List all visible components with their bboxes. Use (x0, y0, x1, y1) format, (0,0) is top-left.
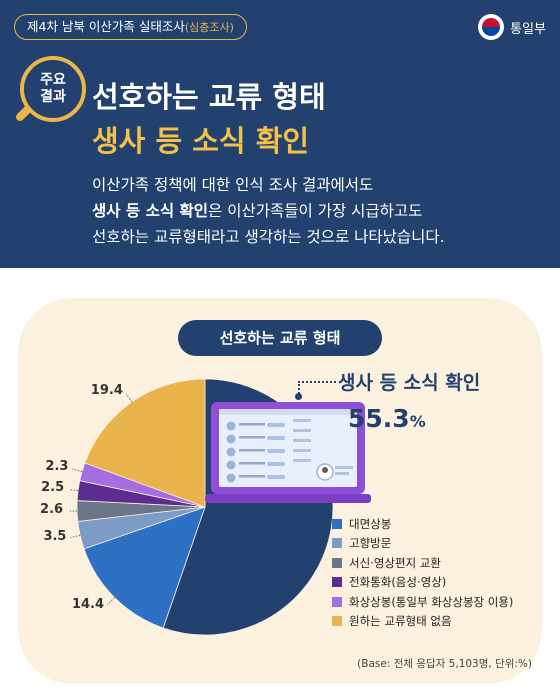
chat-list (226, 421, 285, 483)
legend-item: 전화통화(음성·영상) (332, 573, 513, 593)
survey-title: 제4차 남북 이산가족 실태조사 (27, 19, 185, 34)
pie-value-label: 19.4 (90, 383, 123, 399)
taegeuk-logo-icon (478, 14, 505, 40)
chart-title: 선호하는 교류 형태 (178, 320, 382, 356)
highlight-connector (298, 381, 336, 397)
highlight-value-wrap: 55.3% (348, 404, 426, 433)
legend-label: 전화통화(음성·영상) (349, 575, 447, 590)
description-line-3: 선호하는 교류형태라고 생각하는 것으로 나타났습니다. (92, 228, 445, 246)
ministry-brand: 통일부 (478, 14, 546, 40)
highlight-label: 생사 등 소식 확인 (338, 372, 481, 394)
pie-leader-line (107, 597, 115, 605)
brand-name: 통일부 (510, 21, 546, 37)
legend-swatch (332, 616, 342, 627)
legend-item: 원하는 교류형태 없음 (332, 612, 513, 632)
description: 이산가족 정책에 대한 인식 조사 결과에서도 생사 등 소식 확인은 이산가족… (92, 172, 552, 250)
description-line-1: 이산가족 정책에 대한 인식 조사 결과에서도 (92, 176, 374, 194)
pie-leader-line (70, 489, 79, 492)
legend-swatch (332, 518, 342, 529)
survey-subtitle: (심층조사) (184, 21, 234, 34)
video-call-avatar-icon (316, 463, 353, 481)
page-subtitle: 생사 등 소식 확인 (92, 124, 310, 158)
pie-leader-line (125, 393, 133, 403)
message-list (293, 419, 311, 462)
description-line-2: 생사 등 소식 확인은 이산가족들이 가장 시급하고도 (92, 198, 552, 224)
highlight-unit: % (409, 412, 426, 431)
legend-swatch (332, 538, 342, 549)
legend-label: 서신·영상편지 교환 (349, 555, 441, 570)
pie-leader-line (72, 468, 83, 473)
highlight-value: 55.3 (348, 404, 410, 433)
legend-label: 화상상봉(통일부 화상상봉장 이용) (349, 594, 514, 609)
legend-item: 대면상봉 (332, 514, 513, 534)
pie-value-label: 2.6 (40, 502, 64, 518)
legend-swatch (332, 577, 342, 588)
legend-label: 고향방문 (349, 536, 392, 551)
legend-item: 서신·영상편지 교환 (332, 553, 513, 573)
pie-value-label: 2.5 (41, 480, 65, 496)
pie-leader-line (70, 534, 81, 538)
pie-slice (83, 506, 206, 629)
legend-label: 원하는 교류형태 없음 (349, 614, 452, 629)
legend-swatch (332, 596, 342, 607)
pie-value-label: 3.5 (43, 528, 67, 544)
laptop-base (205, 494, 371, 503)
highlight-connector-dot (295, 393, 302, 400)
description-emphasis: 생사 등 소식 확인 (92, 202, 209, 220)
page-title: 선호하는 교류 형태 (92, 80, 326, 114)
pie-slice (84, 378, 206, 508)
legend-item: 화상상봉(통일부 화상상봉장 이용) (332, 592, 513, 612)
legend-item: 고향방문 (332, 534, 513, 554)
base-note: (Base: 전체 응답자 5,103명, 단위:%) (357, 658, 532, 670)
legend-swatch (332, 557, 342, 568)
description-line-2-rest: 은 이산가족들이 가장 시급하고도 (208, 202, 423, 220)
pie-value-label: 2.3 (45, 459, 69, 475)
laptop-illustration (205, 402, 371, 503)
header-banner: 제4차 남북 이산가족 실태조사(심층조사) 통일부 주요 결과 선호하는 교류… (0, 0, 560, 268)
pie-value-label: 14.4 (71, 596, 105, 612)
key-result-badge: 주요 결과 (20, 56, 86, 122)
screen-toolbar (219, 409, 357, 415)
legend-label: 대면상봉 (349, 516, 392, 531)
survey-pill: 제4차 남북 이산가족 실태조사(심층조사) (14, 14, 247, 40)
